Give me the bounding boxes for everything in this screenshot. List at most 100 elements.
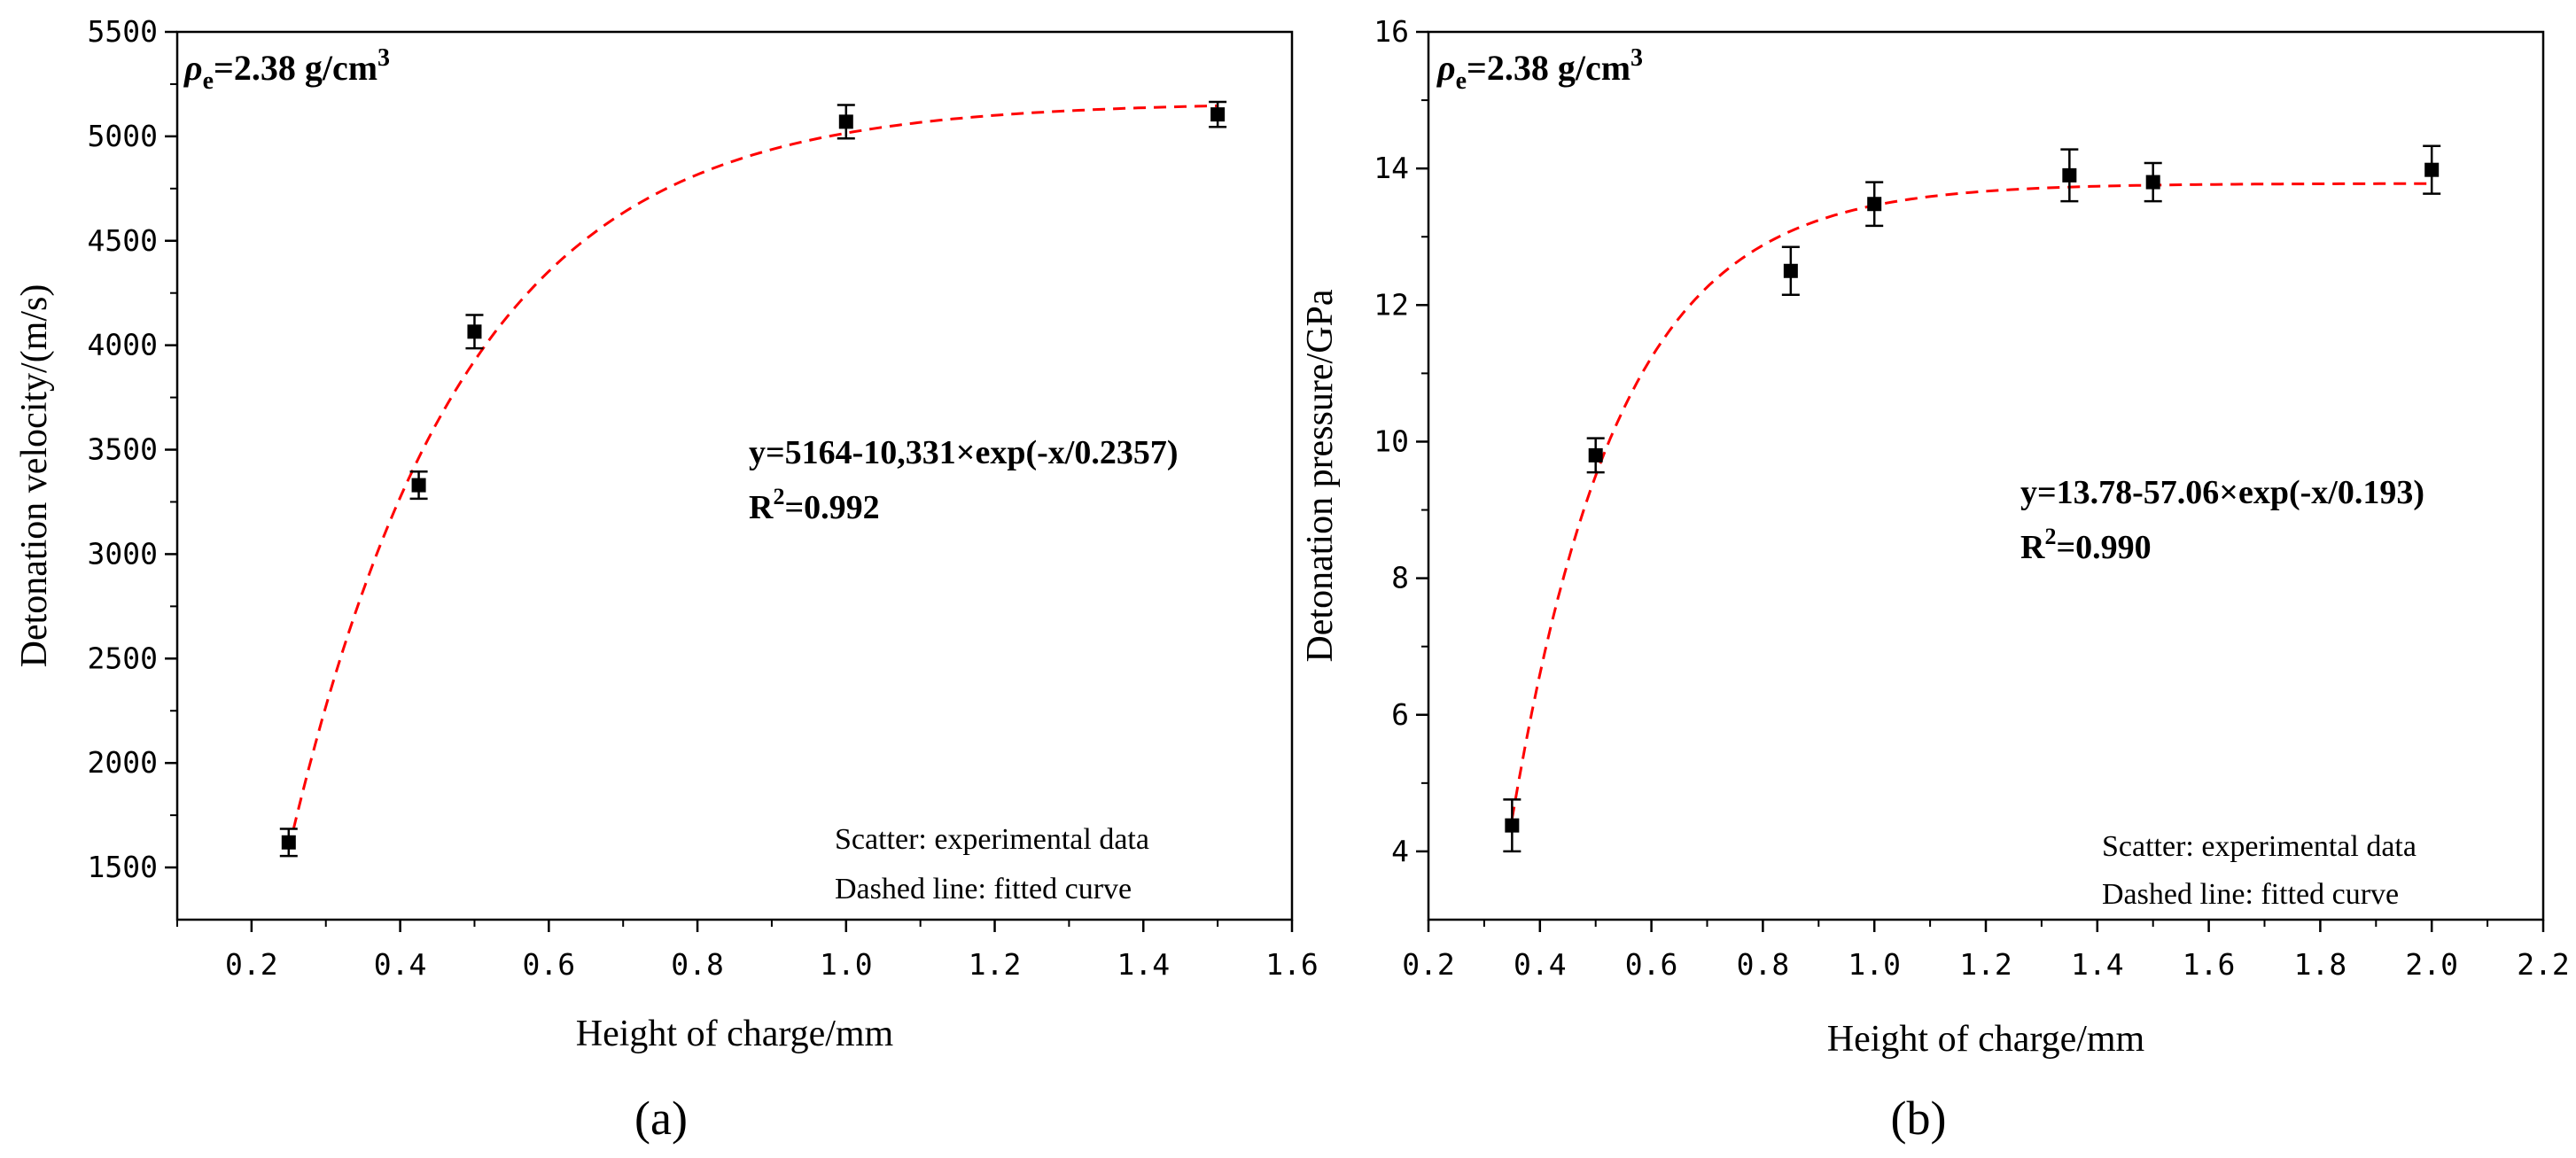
r2-exponent: 2 xyxy=(773,484,784,509)
x-tick-label: 1.6 xyxy=(1265,947,1319,982)
point-marker xyxy=(1783,263,1798,278)
x-tick-label: 1.6 xyxy=(2183,947,2236,982)
y-tick-label: 4500 xyxy=(88,223,158,258)
r-squared-b: R2=0.990 xyxy=(2020,524,2152,566)
data-point xyxy=(1586,437,1605,474)
x-axis-label-b: Height of charge/mm xyxy=(1827,1019,2145,1060)
fit-curve-a xyxy=(287,104,1218,850)
fit-equation-b: y=13.78-57.06×exp(-x/0.193) xyxy=(2020,474,2424,511)
data-point xyxy=(1865,181,1884,228)
y-tick-label: 2500 xyxy=(88,641,158,675)
point-marker xyxy=(411,478,426,493)
density-label-b: ρe=2.38 g/cm3 xyxy=(1436,44,1643,95)
x-tick-label: 1.0 xyxy=(820,947,873,982)
point-marker xyxy=(2062,167,2077,183)
x-tick-label: 1.4 xyxy=(1117,947,1170,982)
data-point xyxy=(2144,161,2162,203)
fit-equation-a: y=5164-10,331×exp(-x/0.2357) xyxy=(749,434,1178,471)
y-tick-label: 2000 xyxy=(88,745,158,780)
plot-frame-a xyxy=(175,30,1294,921)
y-tick-label: 1500 xyxy=(88,850,158,884)
point-marker xyxy=(1505,818,1520,833)
point-marker xyxy=(1588,447,1603,462)
x-tick-label: 0.8 xyxy=(1737,947,1790,982)
density-label-a: ρe=2.38 g/cm3 xyxy=(183,44,390,95)
y-tick-label: 10 xyxy=(1374,424,1409,458)
legend-line-scatter-a: Scatter: experimental data xyxy=(835,823,1149,856)
x-tick-label: 0.2 xyxy=(225,947,278,982)
density-value: =2.38 g/cm xyxy=(1467,48,1630,88)
point-marker xyxy=(1210,107,1226,122)
x-tick-label: 0.4 xyxy=(374,947,427,982)
y-tick-label: 4 xyxy=(1391,834,1409,868)
fit-curve-line xyxy=(287,104,1218,850)
legend-line-fit-a: Dashed line: fitted curve xyxy=(835,873,1132,905)
density-unit-exponent: 3 xyxy=(377,44,390,72)
rho-symbol: ρ xyxy=(183,48,203,88)
x-tick-label: 0.6 xyxy=(1625,947,1678,982)
x-tick-label: 0.6 xyxy=(523,947,576,982)
r2-prefix: R xyxy=(749,489,774,526)
axis-ticks-b: 4 6 8 10 12 14 16 0.2 0.4 0.6 0.8 1.0 1.2 1.4 1.6 1.8 2.… xyxy=(1374,14,2570,982)
x-tick-label: 2.2 xyxy=(2517,947,2570,982)
x-tick-label: 1.0 xyxy=(1848,947,1901,982)
data-point xyxy=(1209,100,1227,128)
y-tick-label: 3500 xyxy=(88,432,158,467)
legend-line-scatter-b: Scatter: experimental data xyxy=(2102,830,2416,863)
data-point xyxy=(1503,798,1521,853)
x-tick-label: 1.4 xyxy=(2071,947,2124,982)
r2-exponent: 2 xyxy=(2044,524,2056,549)
y-tick-label: 5000 xyxy=(88,119,158,153)
y-axis-label-b: Detonation pressure/GPa xyxy=(1300,289,1341,662)
fit-curve-line xyxy=(1510,182,2432,820)
point-marker xyxy=(1867,197,1882,212)
point-marker xyxy=(281,835,296,850)
data-point xyxy=(2423,144,2441,195)
y-tick-label: 8 xyxy=(1391,561,1409,595)
panel-a: 1500 2000 2500 3000 3500 4000 4500 5000 5500 0.2 0… xyxy=(14,14,1319,1145)
y-tick-label: 12 xyxy=(1374,287,1409,322)
data-point xyxy=(409,470,428,501)
panel-caption-b: (b) xyxy=(1891,1092,1947,1145)
x-tick-label: 2.0 xyxy=(2405,947,2458,982)
x-tick-label: 1.2 xyxy=(969,947,1022,982)
point-marker xyxy=(838,114,853,129)
rho-symbol: ρ xyxy=(1436,48,1456,88)
data-points-b xyxy=(1503,144,2441,853)
density-value: =2.38 g/cm xyxy=(214,48,377,88)
data-point xyxy=(1781,245,1800,296)
y-tick-label: 3000 xyxy=(88,536,158,571)
x-tick-label: 0.8 xyxy=(671,947,724,982)
data-point xyxy=(2060,148,2079,203)
rho-subscript: e xyxy=(203,67,214,95)
data-point xyxy=(465,314,484,350)
axis-ticks-a: 1500 2000 2500 3000 3500 4000 4500 5000 5500 0.2 0… xyxy=(88,14,1319,982)
r-squared-a: R2=0.992 xyxy=(749,484,880,526)
y-tick-label: 4000 xyxy=(88,328,158,362)
y-tick-label: 14 xyxy=(1374,151,1409,185)
y-tick-label: 6 xyxy=(1391,697,1409,732)
panel-b: 4 6 8 10 12 14 16 0.2 0.4 0.6 0.8 1.0 1.2 1.4 1.6 1.8 2.… xyxy=(1300,14,2570,1145)
rho-subscript: e xyxy=(1456,67,1467,95)
r2-value: =0.990 xyxy=(2056,529,2151,566)
r2-value: =0.992 xyxy=(784,489,879,526)
point-marker xyxy=(467,324,482,339)
data-point xyxy=(837,104,855,140)
density-unit-exponent: 3 xyxy=(1630,44,1643,72)
x-axis-label-a: Height of charge/mm xyxy=(576,1014,894,1054)
x-tick-label: 0.4 xyxy=(1514,947,1567,982)
y-tick-label: 5500 xyxy=(88,14,158,49)
data-points-a xyxy=(279,100,1227,858)
x-tick-label: 0.2 xyxy=(1402,947,1455,982)
point-marker xyxy=(2424,162,2440,177)
x-tick-label: 1.8 xyxy=(2294,947,2347,982)
x-tick-label: 1.2 xyxy=(1959,947,2012,982)
y-axis-label-a: Detonation velocity/(m/s) xyxy=(14,284,55,668)
y-tick-label: 16 xyxy=(1374,14,1409,49)
panel-caption-a: (a) xyxy=(634,1092,688,1145)
data-point xyxy=(279,828,298,858)
fit-curve-b xyxy=(1510,182,2432,820)
r2-prefix: R xyxy=(2020,529,2045,566)
legend-line-fit-b: Dashed line: fitted curve xyxy=(2102,878,2399,911)
